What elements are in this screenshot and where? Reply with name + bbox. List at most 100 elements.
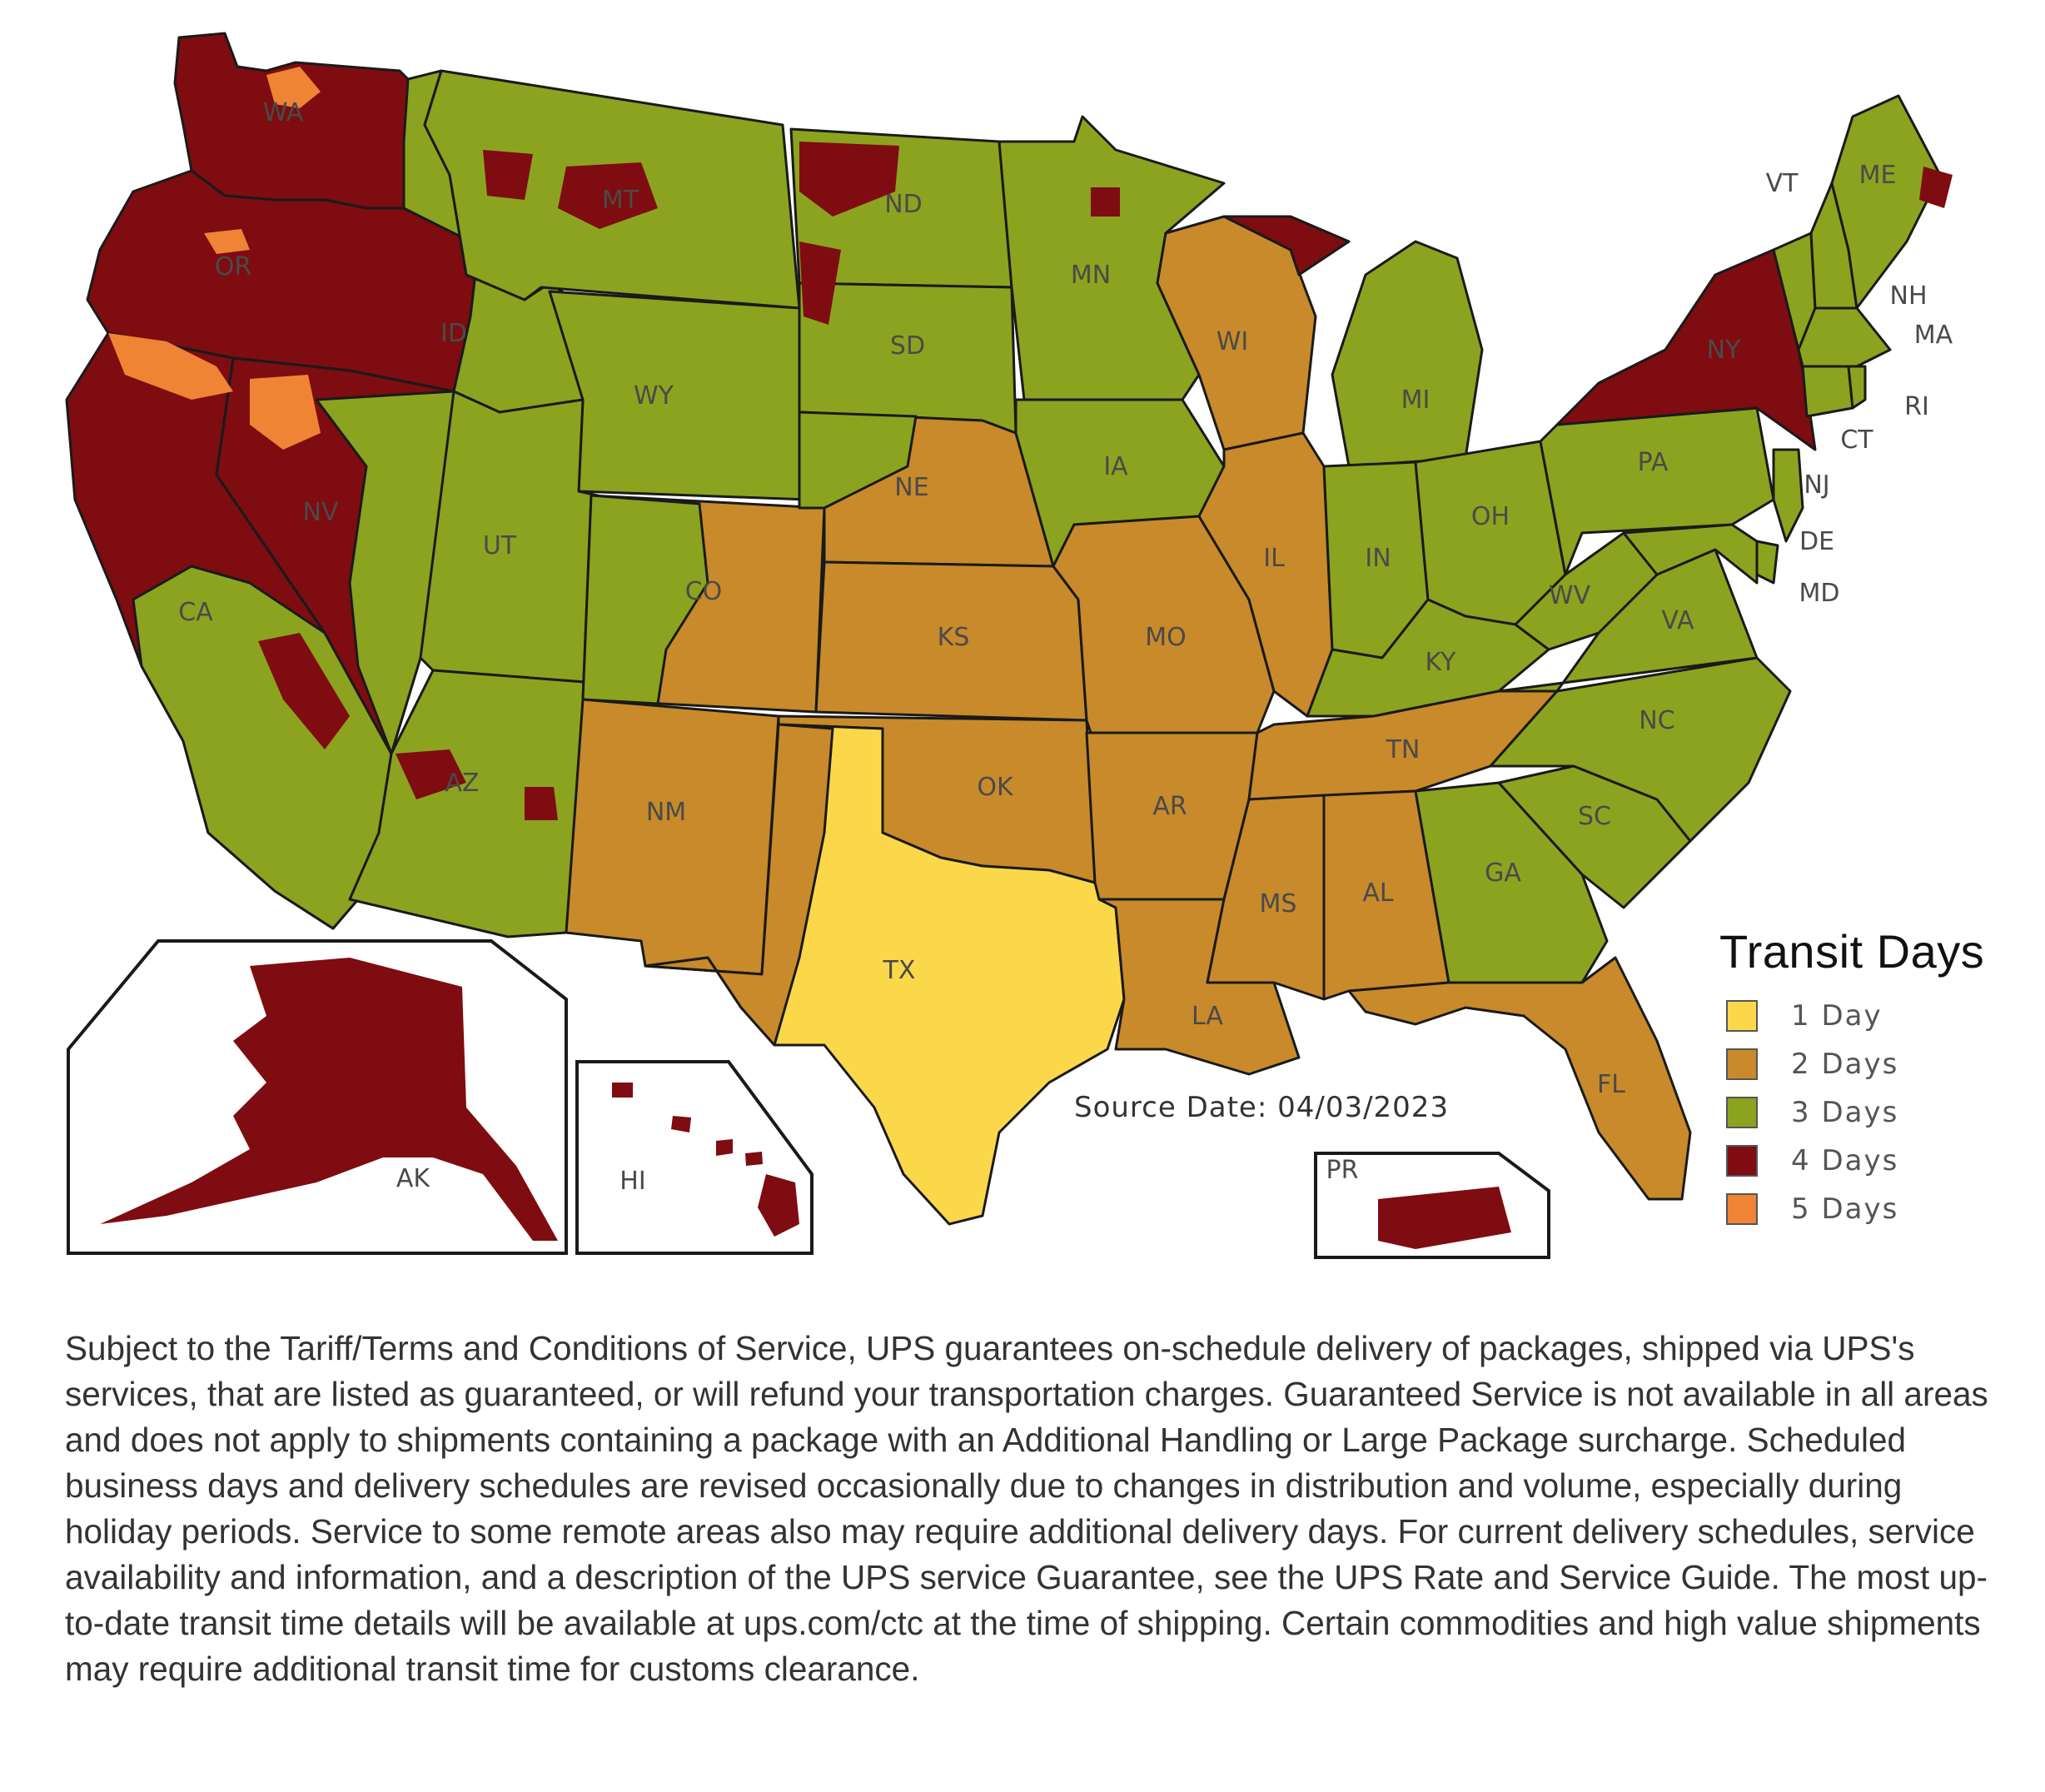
hawaii-shape-1 (612, 1083, 633, 1098)
pocket-nd-4day (799, 142, 899, 217)
state-ne-west (798, 411, 918, 510)
inset-hi-frame (575, 1060, 814, 1255)
legend-item-4days: 4 Days (1719, 1137, 2028, 1185)
state-label-nm: NM (646, 798, 686, 827)
pocket-me-4day (1919, 167, 1953, 208)
state-label-oh: OH (1471, 502, 1510, 531)
hawaii-shape-3 (716, 1139, 733, 1156)
pr-shape (1378, 1187, 1511, 1249)
state-tx-west (644, 723, 834, 1047)
state-label-ma: MA (1914, 321, 1953, 350)
state-wy (548, 290, 809, 501)
state-label-wa: WA (263, 98, 304, 127)
state-nm (565, 698, 780, 976)
legend-label-5days: 5 Days (1791, 1192, 1899, 1226)
state-label-ri: RI (1904, 392, 1929, 421)
state-il (1197, 431, 1334, 718)
state-label-la: LA (1192, 1002, 1223, 1031)
state-label-mn: MN (1071, 261, 1111, 290)
state-label-ga: GA (1485, 859, 1521, 888)
hawaii-shape-2 (671, 1116, 691, 1132)
alaska-shape (100, 958, 558, 1241)
state-label-az: AZ (445, 769, 479, 798)
state-label-tn: TN (1386, 735, 1421, 764)
state-label-me: ME (1859, 161, 1897, 190)
legend: Transit Days 1 Day 2 Days 3 Days 4 Days … (1719, 924, 2028, 1233)
state-label-nv: NV (303, 498, 339, 527)
state-label-mi: MI (1401, 386, 1431, 415)
us-map-svg: WA OR CA ID NV MT WY UT AZ CO NM ND SD NE KS OK TX MN IA MO… (65, 32, 1953, 1259)
state-label-ak: AK (396, 1164, 431, 1193)
legend-label-4days: 4 Days (1791, 1144, 1899, 1177)
pocket-mt-4day-2 (483, 150, 533, 200)
hawaii-shape-4 (745, 1152, 763, 1166)
state-label-sc: SC (1578, 802, 1611, 831)
legend-swatch-2days (1726, 1048, 1758, 1080)
legend-swatch-3days (1726, 1097, 1758, 1128)
state-label-fl: FL (1597, 1070, 1625, 1099)
state-label-or: OR (215, 252, 251, 281)
state-label-vt: VT (1766, 169, 1799, 198)
state-label-il: IL (1263, 544, 1285, 573)
state-label-wv: WV (1549, 581, 1591, 610)
state-label-ca: CA (178, 598, 213, 627)
state-ct (1801, 365, 1854, 418)
state-label-nj: NJ (1804, 470, 1829, 500)
pocket-az-4day-2 (525, 787, 558, 820)
state-label-co: CO (685, 577, 723, 606)
state-label-tx: TX (883, 956, 916, 985)
state-label-al: AL (1362, 879, 1394, 908)
pocket-nv-5day (250, 375, 321, 450)
state-mo (1052, 515, 1276, 734)
state-label-ut: UT (483, 531, 517, 560)
state-label-ok: OK (977, 773, 1014, 802)
state-mi-up (1222, 215, 1351, 276)
state-label-pa: PA (1638, 448, 1669, 477)
state-label-de: DE (1799, 527, 1834, 556)
pocket-ca-5day (108, 333, 233, 400)
pocket-mn-4day (1091, 187, 1120, 217)
transit-map: WA OR CA ID NV MT WY UT AZ CO NM ND SD NE KS OK TX MN IA MO… (65, 32, 2028, 1259)
legend-label-3days: 3 Days (1791, 1096, 1899, 1129)
state-label-wi: WI (1217, 327, 1249, 356)
hawaii-shape-5 (758, 1174, 799, 1237)
source-date: Source Date: 04/03/2023 (1074, 1091, 1450, 1124)
legend-label-1day: 1 Day (1791, 999, 1883, 1033)
state-ma (1797, 306, 1892, 368)
legend-label-2days: 2 Days (1791, 1048, 1899, 1081)
pocket-nd-4day-2 (799, 241, 841, 325)
state-label-in: IN (1365, 544, 1391, 573)
state-label-mt: MT (602, 186, 639, 215)
state-label-nh: NH (1890, 281, 1928, 311)
pocket-wa-5day (266, 67, 321, 108)
state-nc (1489, 656, 1792, 843)
state-label-id: ID (440, 319, 467, 348)
state-label-ne: NE (894, 473, 928, 502)
state-label-ar: AR (1152, 792, 1187, 821)
state-label-md: MD (1799, 579, 1840, 608)
disclaimer-text: Subject to the Tariff/Terms and Conditio… (65, 1329, 1988, 1688)
state-label-nd: ND (884, 190, 923, 219)
pocket-or-5day (204, 229, 250, 254)
state-label-hi: HI (619, 1167, 645, 1196)
legend-swatch-5days (1726, 1193, 1758, 1225)
state-label-ky: KY (1426, 648, 1457, 677)
legend-swatch-4days (1726, 1145, 1758, 1177)
state-wi (1156, 215, 1317, 451)
state-label-ia: IA (1103, 452, 1128, 481)
state-label-ct: CT (1840, 426, 1873, 455)
pocket-mt-4day (558, 162, 658, 229)
state-de (1755, 540, 1779, 585)
state-label-mo: MO (1145, 623, 1187, 652)
state-label-ms: MS (1260, 889, 1297, 918)
legend-item-1day: 1 Day (1719, 992, 2028, 1040)
state-label-nc: NC (1639, 706, 1674, 735)
pocket-ca-desert-4day (258, 633, 350, 749)
state-fl (1347, 956, 1692, 1201)
pocket-az-4day (396, 749, 466, 799)
legend-item-3days: 3 Days (1719, 1088, 2028, 1137)
state-label-ny: NY (1707, 336, 1741, 365)
state-label-pr: PR (1326, 1156, 1359, 1185)
legend-item-2days: 2 Days (1719, 1040, 2028, 1088)
state-mi (1331, 240, 1484, 468)
